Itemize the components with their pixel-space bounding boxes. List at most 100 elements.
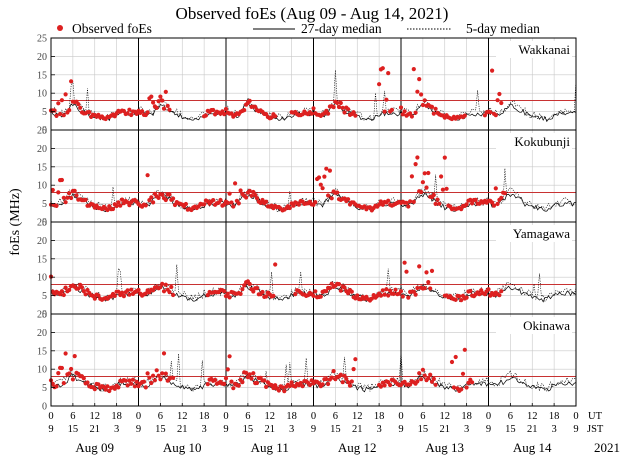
observed-foes-point (158, 377, 163, 382)
observed-foes-point (254, 196, 260, 201)
observed-foes-point (442, 155, 447, 160)
observed-foes-point (417, 371, 422, 376)
observed-foes-point (404, 269, 409, 274)
observed-foes-point (167, 192, 172, 197)
observed-foes-point (386, 293, 391, 298)
observed-foes-point (424, 270, 429, 275)
observed-foes-point (391, 291, 396, 296)
observed-foes-point (273, 383, 278, 388)
observed-foes-point (311, 106, 316, 111)
y-tick-label: 15 (37, 70, 47, 81)
observed-foes-point (488, 110, 493, 115)
day-label: Aug 11 (251, 440, 289, 455)
observed-foes-point (183, 201, 188, 207)
observed-foes-point (238, 291, 243, 296)
observed-foes-point (249, 376, 254, 381)
observed-foes-point (342, 373, 347, 378)
x-tick-label-ut: 12 (265, 411, 276, 422)
observed-foes-point (227, 354, 232, 359)
x-tick-label-ut: 18 (549, 411, 560, 422)
y-tick-label: 20 (37, 328, 47, 339)
legend-observed-label: Observed foEs (72, 21, 152, 36)
observed-foes-point (127, 378, 132, 383)
observed-foes-point (116, 200, 121, 205)
observed-foes-point (422, 373, 427, 378)
observed-foes-point (96, 382, 101, 387)
y-tick-label: 25 (37, 34, 47, 45)
observed-foes-point (406, 295, 411, 300)
observed-foes-point (118, 203, 123, 208)
observed-foes-point (50, 381, 55, 386)
observed-foes-point (78, 105, 83, 110)
x-tick-label-ut: 0 (573, 411, 578, 422)
y-tick-label: 10 (37, 89, 47, 100)
observed-foes-point (81, 289, 86, 294)
observed-foes-point (154, 105, 159, 110)
observed-foes-point (61, 292, 66, 298)
observed-foes-point (143, 291, 148, 296)
observed-foes-point (120, 197, 125, 202)
y-tick-label: 0 (42, 126, 47, 137)
y-tick-label: 0 (42, 402, 47, 413)
observed-foes-point (459, 298, 464, 303)
observed-foes-point (244, 370, 249, 375)
observed-foes-point (338, 100, 343, 106)
observed-foes-point (233, 181, 238, 186)
observed-foes-point (378, 293, 383, 298)
observed-foes-point (83, 197, 88, 202)
observed-foes-point (382, 292, 387, 297)
observed-foes-point (251, 371, 256, 376)
x-tick-label-jst: 15 (505, 424, 516, 435)
observed-foes-point (63, 92, 68, 97)
x-tick-label-ut: 6 (70, 411, 75, 422)
observed-foes-point (415, 379, 420, 384)
observed-foes-point (145, 110, 150, 115)
observed-foes-point (229, 200, 234, 205)
observed-foes-point (413, 162, 418, 167)
observed-foes-point (490, 68, 495, 73)
observed-foes-point (398, 105, 404, 110)
observed-foes-point (72, 188, 77, 193)
x-tick-label-jst: 9 (48, 424, 53, 435)
observed-foes-point (254, 286, 260, 291)
observed-foes-point (422, 286, 427, 291)
observed-foes-point (326, 193, 331, 198)
observed-foes-point (149, 380, 154, 386)
observed-foes-point (431, 376, 436, 381)
observed-foes-point (251, 289, 256, 294)
observed-foes-point (134, 379, 139, 384)
observed-foes-point (457, 294, 462, 299)
x-tick-label-jst: 9 (573, 424, 578, 435)
observed-foes-point (223, 376, 229, 381)
observed-foes-point (163, 282, 168, 287)
observed-foes-point (251, 189, 256, 195)
x-tick-label-ut: 18 (461, 411, 472, 422)
x-tick-label-jst: 15 (243, 424, 254, 435)
observed-foes-point (229, 379, 234, 384)
observed-foes-point (74, 193, 79, 198)
observed-foes-point (413, 292, 418, 297)
observed-foes-point (147, 375, 152, 380)
x-tick-label-ut: 6 (333, 411, 338, 422)
station-label-bg (496, 41, 572, 58)
observed-foes-point (493, 113, 498, 118)
observed-foes-point (327, 168, 332, 173)
observed-foes-point (336, 282, 342, 287)
observed-foes-point (130, 377, 136, 382)
observed-foes-point (406, 204, 411, 209)
observed-foes-point (335, 100, 340, 105)
observed-foes-point (408, 382, 413, 387)
observed-foes-point (225, 367, 230, 372)
y-tick-label: 5 (42, 383, 47, 394)
observed-foes-point (346, 380, 351, 385)
x-tick-label-jst: 3 (114, 424, 119, 435)
y-tick-label: 25 (37, 218, 47, 229)
observed-foes-point (171, 196, 176, 201)
station-label: Okinawa (523, 318, 570, 333)
observed-foes-point (67, 371, 72, 376)
observed-foes-point (158, 285, 163, 290)
observed-foes-point (264, 384, 269, 389)
observed-foes-point (338, 372, 343, 377)
observed-foes-point (231, 386, 236, 391)
observed-foes-point (161, 289, 167, 294)
